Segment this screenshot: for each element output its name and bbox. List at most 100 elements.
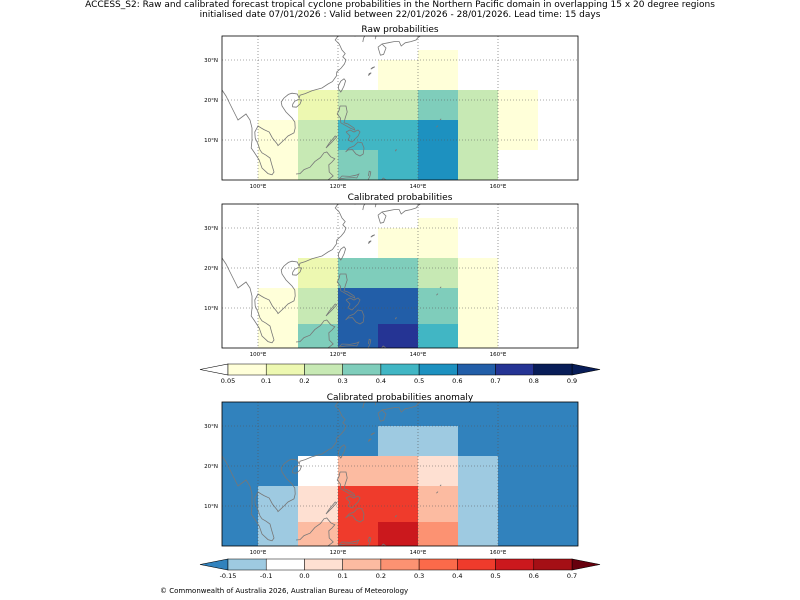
coastline bbox=[394, 316, 397, 320]
colorbar-swatch bbox=[304, 363, 343, 376]
colorbar-tick-label: 0.4 bbox=[376, 377, 386, 385]
coastline bbox=[367, 338, 372, 348]
colorbar-tick-label: 0.5 bbox=[490, 572, 500, 580]
coastline bbox=[336, 471, 356, 497]
coastline bbox=[337, 173, 360, 180]
y-tick-label: 10°N bbox=[204, 306, 218, 312]
map-panel-anomaly: 100°E 120°E 140°E 160°E 10°N 20°N 30°N bbox=[204, 401, 579, 556]
coastline bbox=[374, 36, 377, 40]
panel-title-anomaly: Calibrated probabilities anomaly bbox=[327, 393, 474, 403]
x-tick-label: 100°E bbox=[250, 184, 267, 190]
map-frame bbox=[221, 203, 579, 349]
coastline bbox=[345, 297, 361, 311]
coastline bbox=[325, 303, 338, 317]
colorbar-tick-label: 0.5 bbox=[414, 377, 424, 385]
figure-title-line2: initialised date 07/01/2026 : Valid betw… bbox=[199, 10, 601, 20]
x-tick-label: 160°E bbox=[490, 550, 507, 556]
x-tick-label: 120°E bbox=[330, 184, 347, 190]
coastline bbox=[436, 491, 439, 494]
coastline bbox=[222, 36, 347, 176]
heatmap-cell bbox=[498, 90, 538, 150]
colorbar-tick-label: -0.15 bbox=[220, 572, 237, 580]
coastline bbox=[439, 286, 442, 289]
heatmap-cell bbox=[258, 120, 298, 180]
x-tick-label: 120°E bbox=[330, 550, 347, 556]
coastline bbox=[345, 495, 361, 509]
x-tick-label: 140°E bbox=[410, 550, 427, 556]
y-tick-label: 30°N bbox=[204, 424, 218, 430]
heatmap-cell bbox=[378, 90, 418, 120]
heatmap-cell bbox=[418, 324, 458, 348]
colorbar-over-extension bbox=[571, 363, 601, 376]
colorbar-swatch bbox=[457, 363, 496, 376]
heatmap-cell bbox=[458, 258, 498, 348]
x-tick-label: 120°E bbox=[330, 352, 347, 358]
heatmap-cell bbox=[418, 120, 458, 180]
coastline bbox=[292, 267, 303, 276]
colorbar-swatch bbox=[380, 558, 420, 571]
heatmap-cell bbox=[418, 288, 458, 324]
y-tick-label: 30°N bbox=[204, 226, 218, 232]
coastline bbox=[368, 240, 372, 244]
colorbar-swatch bbox=[533, 363, 573, 376]
y-tick-label: 20°N bbox=[204, 266, 218, 272]
coastline bbox=[292, 465, 303, 474]
coastline bbox=[345, 129, 361, 143]
heatmap-cell bbox=[378, 120, 418, 180]
coastline bbox=[381, 36, 421, 47]
heatmap-cell bbox=[338, 258, 418, 288]
coastline bbox=[222, 204, 347, 344]
heatmap-cell bbox=[298, 522, 338, 546]
colorbar-over-extension bbox=[571, 558, 601, 571]
coastline bbox=[295, 151, 336, 180]
colorbar-tick-label: 0.8 bbox=[529, 377, 539, 385]
colorbar-tick-label: 0.4 bbox=[452, 572, 462, 580]
coastline bbox=[370, 234, 376, 238]
coastline bbox=[374, 402, 377, 406]
colorbar-tick-label: 0.6 bbox=[529, 572, 539, 580]
colorbar-tick-label: 0.9 bbox=[567, 377, 577, 385]
coastline bbox=[436, 125, 439, 128]
map-panel-raw: 100°E 120°E 140°E 160°E 10°N 20°N 30°N bbox=[204, 35, 579, 190]
heatmap-cell bbox=[418, 456, 458, 486]
coastline bbox=[377, 211, 387, 224]
colorbar-swatch bbox=[304, 558, 343, 571]
map-panel-calibrated: 100°E 120°E 140°E 160°E 10°N 20°N 30°N bbox=[204, 203, 579, 358]
coastline bbox=[439, 118, 442, 121]
heatmap-cell bbox=[298, 258, 338, 288]
colorbar-anomaly: -0.15 -0.1 0.0 0.1 0.2 0.3 0.4 0.5 0.6 0.7 bbox=[199, 558, 601, 580]
coastline bbox=[338, 246, 347, 261]
heatmap-cell bbox=[418, 218, 458, 228]
heatmap-cell bbox=[258, 288, 298, 348]
heatmap-cell bbox=[418, 258, 458, 288]
coastline bbox=[222, 402, 347, 542]
colorbar-swatch bbox=[418, 363, 458, 376]
y-tick-label: 30°N bbox=[204, 58, 218, 64]
coastline bbox=[374, 204, 377, 208]
colorbar-swatch bbox=[227, 363, 267, 376]
coastline bbox=[345, 309, 365, 325]
coastline bbox=[345, 507, 365, 523]
x-tick-label: 100°E bbox=[250, 352, 267, 358]
heatmap-cell bbox=[298, 150, 338, 180]
colorbar-swatch bbox=[342, 558, 382, 571]
heatmap-cell bbox=[258, 486, 298, 546]
y-tick-label: 20°N bbox=[204, 98, 218, 104]
coastline bbox=[381, 543, 387, 546]
coastline bbox=[368, 72, 372, 76]
colorbar-swatch bbox=[265, 558, 305, 571]
coastline bbox=[368, 438, 372, 442]
coastline bbox=[367, 170, 372, 180]
coastline bbox=[325, 501, 338, 515]
coastline bbox=[381, 204, 421, 215]
heatmap-cell bbox=[338, 90, 378, 120]
colorbar-swatch bbox=[495, 558, 535, 571]
coastline bbox=[381, 402, 421, 413]
x-tick-label: 160°E bbox=[490, 184, 507, 190]
colorbar-probability: 0.05 0.1 0.2 0.3 0.4 0.5 0.6 0.7 0.8 0.9 bbox=[199, 363, 601, 385]
heatmap-cell bbox=[418, 90, 458, 120]
colorbar-swatch bbox=[380, 363, 420, 376]
heatmap-cell bbox=[338, 456, 418, 486]
heatmap-cell bbox=[298, 90, 338, 120]
